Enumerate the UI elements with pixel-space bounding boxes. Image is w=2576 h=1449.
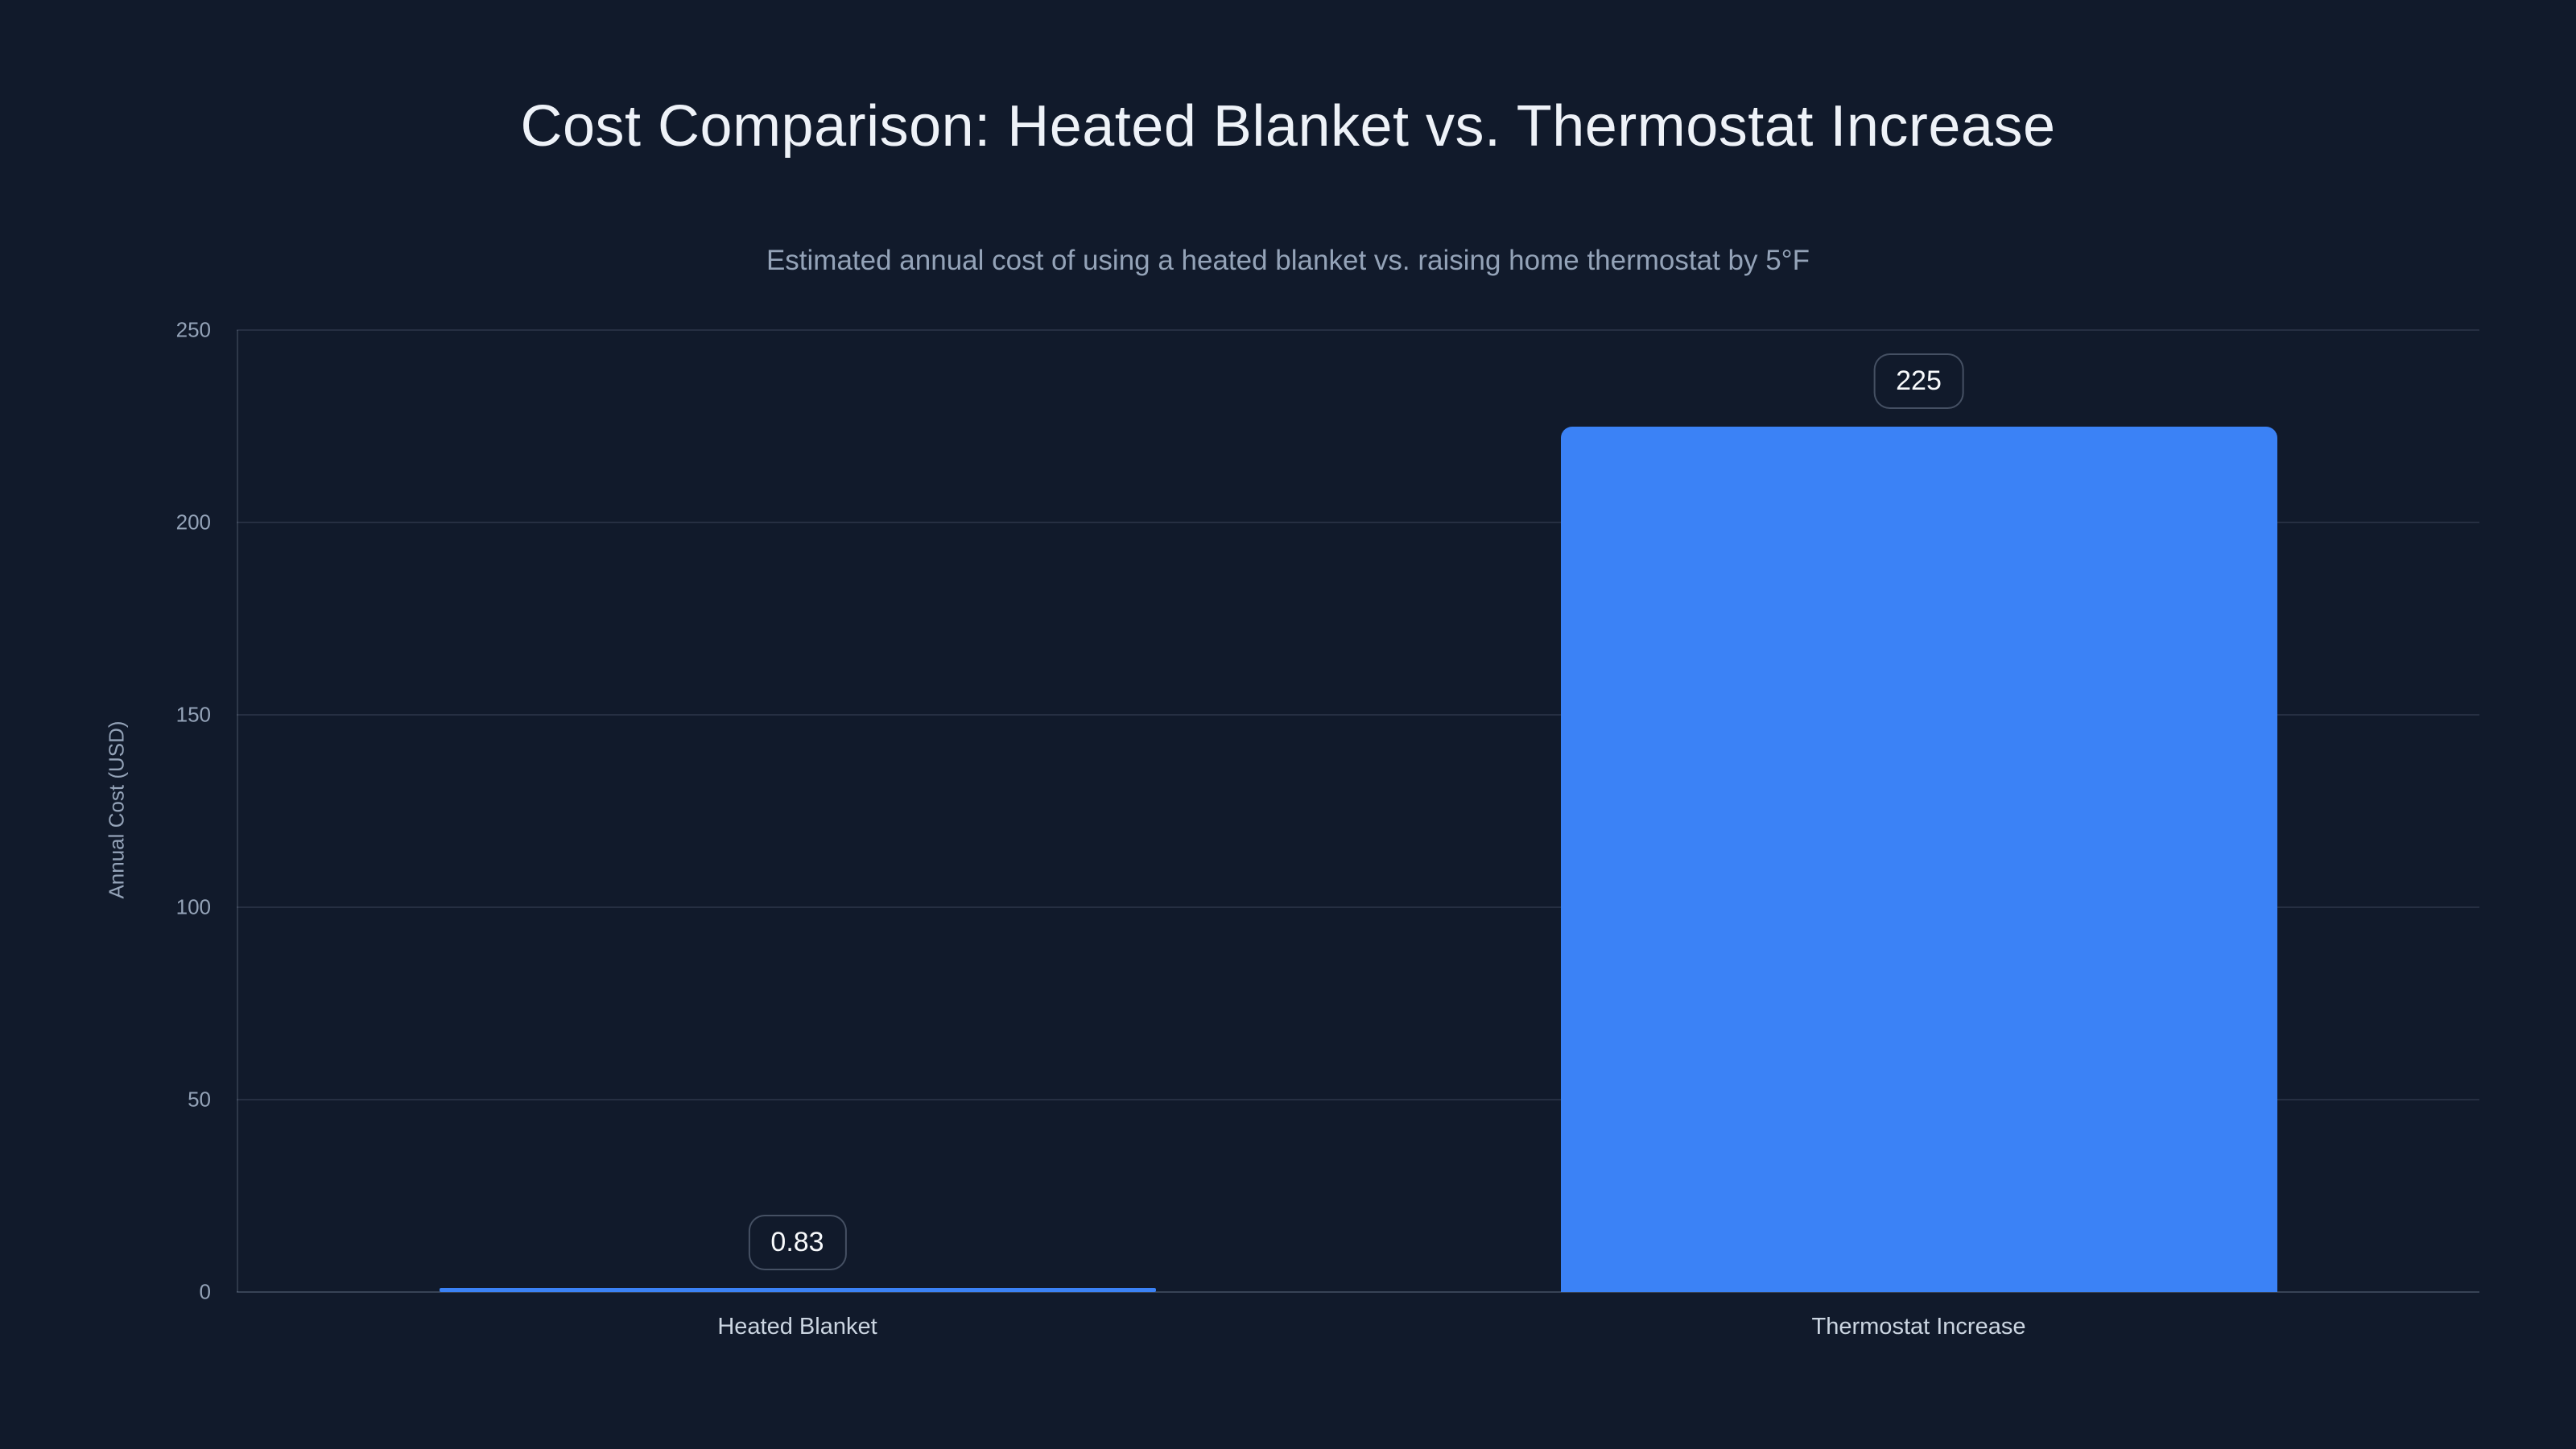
gridline [237, 714, 2479, 716]
x-category-label: Heated Blanket [717, 1314, 877, 1340]
y-tick-label: 200 [175, 510, 211, 535]
y-tick-label: 100 [175, 894, 211, 919]
x-category-label: Thermostat Increase [1811, 1314, 2026, 1340]
bar-value-badge: 225 [1873, 353, 1964, 409]
y-tick-label: 150 [175, 702, 211, 727]
y-tick-label: 250 [175, 317, 211, 342]
bar-heated-blanket[interactable] [439, 1288, 1156, 1292]
gridline [237, 329, 2479, 331]
y-axis-line [237, 330, 238, 1292]
bar-thermostat-increase[interactable] [1560, 426, 2277, 1292]
gridline [237, 1291, 2479, 1293]
chart-title: Cost Comparison: Heated Blanket vs. Ther… [520, 94, 2056, 159]
chart-subtitle: Estimated annual cost of using a heated … [766, 245, 1810, 276]
y-tick-label: 0 [199, 1279, 211, 1304]
gridline [237, 906, 2479, 908]
gridline [237, 1099, 2479, 1100]
y-tick-label: 50 [188, 1087, 211, 1112]
bar-value-badge: 0.83 [748, 1215, 847, 1270]
gridline [237, 522, 2479, 523]
